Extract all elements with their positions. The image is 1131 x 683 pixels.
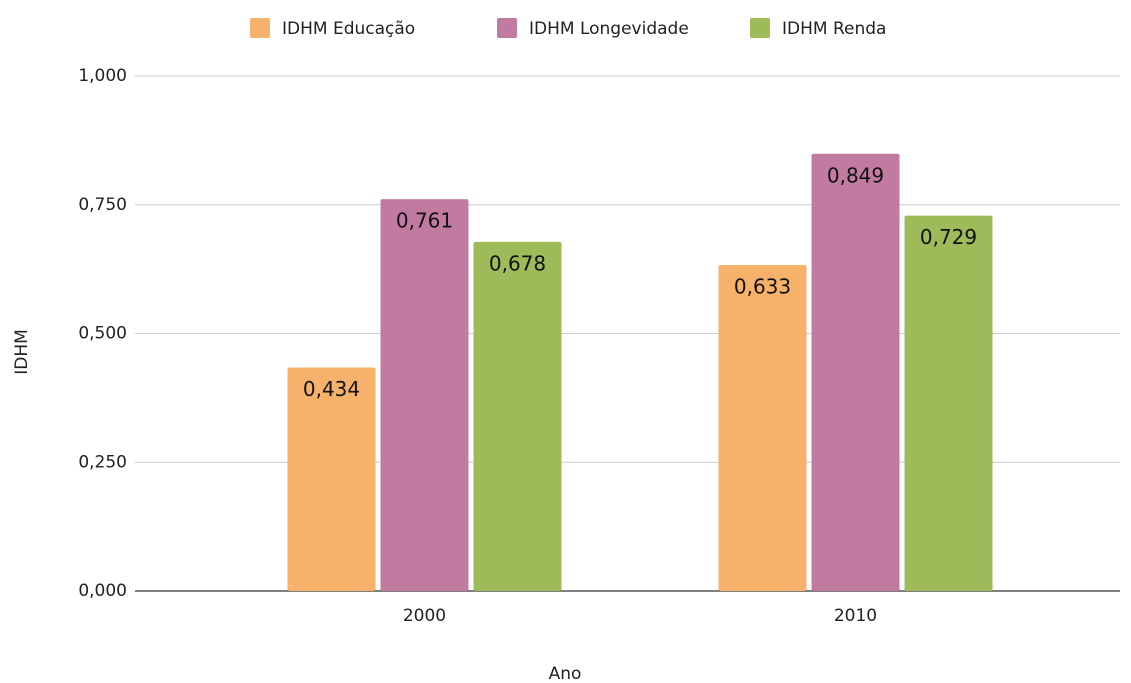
x-tick-label: 2010 [834, 606, 877, 626]
y-tick-label: 0,500 [78, 324, 127, 344]
legend-label: IDHM Educação [282, 19, 415, 39]
bar [811, 153, 900, 591]
bar [380, 199, 469, 591]
bar [904, 215, 993, 591]
value-label: 0,434 [303, 377, 360, 401]
y-tick-label: 0,750 [78, 195, 127, 215]
y-tick-label: 0,250 [78, 452, 127, 472]
legend-label: IDHM Renda [782, 19, 886, 39]
legend-swatch [750, 18, 770, 38]
bar [718, 265, 807, 591]
legend-swatch [250, 18, 270, 38]
legend-label: IDHM Longevidade [529, 19, 689, 39]
value-label: 0,678 [489, 251, 546, 275]
x-tick-label: 2000 [403, 606, 446, 626]
bar [473, 241, 562, 591]
value-label: 0,849 [827, 163, 884, 187]
legend-swatch [497, 18, 517, 38]
bar [287, 367, 376, 591]
x-axis-title: Ano [549, 664, 582, 683]
value-label: 0,633 [734, 275, 791, 299]
value-label: 0,729 [920, 225, 977, 249]
y-tick-label: 1,000 [78, 66, 127, 86]
y-tick-label: 0,000 [78, 581, 127, 601]
value-label: 0,761 [396, 209, 453, 233]
y-axis-title: IDHM [12, 329, 32, 375]
